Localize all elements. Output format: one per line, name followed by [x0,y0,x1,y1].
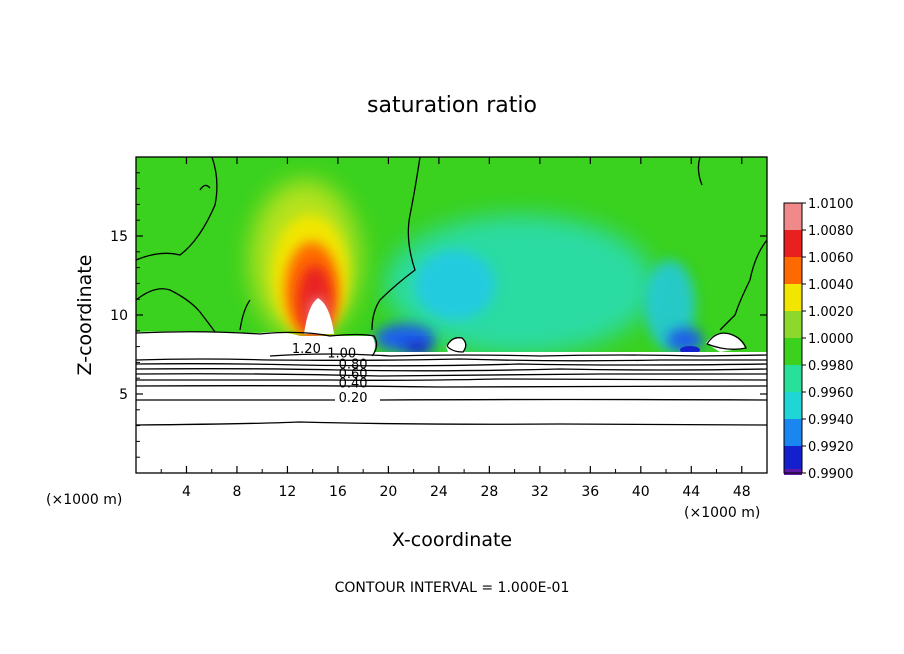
x-tick-label: 48 [733,484,751,500]
subsaturated-lower-layer [136,352,767,473]
dark-blue-region [404,342,432,354]
y-axis-ticks: 5 10 15 [110,172,767,458]
contour-line-0-90 [136,358,767,362]
y-axis-label: Z-coordinate [74,255,96,376]
colorbar-segment [784,230,802,257]
x-tick-label: 44 [682,484,700,500]
x-tick-label: 20 [379,484,397,500]
x-tick-label: 12 [279,484,297,500]
colorbar-segment [784,284,802,311]
contour-interval-note: CONTOUR INTERVAL = 1.000E-01 [335,580,570,596]
colorbar-segment [784,446,802,473]
contour-label: 0.20 [339,391,368,406]
contour-labels: 1.20 1.000.800.600.400.20 [292,342,368,406]
cloud-edge-contour [446,337,467,353]
colorbar: 1.0100 1.0080 1.0060 1.0040 1.0020 1.0000 0.99… [783,197,854,482]
colorbar-label: 1.0060 [808,251,854,266]
y-tick-label: 10 [110,308,128,324]
contour-line-0-10 [136,421,767,426]
contour-label: 1.00 [327,347,356,362]
contour-line-0-40 [136,385,767,388]
colorbar-segment [784,419,802,446]
colorbar-label: 1.0080 [808,224,854,239]
blue-region [667,328,703,352]
contour-label: 1.20 [292,342,321,357]
y-tick-label: 5 [119,387,128,403]
colorbar-segment [784,392,802,419]
x-tick-label: 8 [232,484,241,500]
x-tick-label: 24 [430,484,448,500]
x-tick-label: 28 [480,484,498,500]
contour-label: 0.40 [339,377,368,392]
contour-lines [136,157,767,426]
contour-line-0-60 [136,373,767,377]
saturation-isoline [199,184,211,191]
colorbar-label: 1.0100 [808,197,854,212]
supersaturated-core [304,298,334,334]
colorbar-label: 1.0000 [808,332,854,347]
x-unit-right: (×1000 m) [684,505,760,521]
x-axis-ticks: 4 8 12 16 20 24 28 32 36 40 44 48 [160,157,751,500]
light-blue-region [415,250,495,320]
saturation-isoline [719,239,767,331]
saturation-isoline [136,288,216,333]
x-tick-label: 36 [581,484,599,500]
x-tick-label: 40 [632,484,650,500]
colorbar-label: 0.9940 [808,413,854,428]
contour-line-0-70 [136,368,767,372]
saturation-isoline [239,299,251,331]
colorbar-segment [784,469,802,475]
plot-area: 1.20 1.000.800.600.400.20 [136,157,767,473]
cloud-edge-contour [706,332,747,350]
field-shading [136,180,767,473]
colorbar-segment [784,203,802,230]
light-blue-region [645,260,695,350]
contour-line-0-50 [136,378,767,381]
x-tick-label: 4 [182,484,191,500]
colorbar-label: 1.0020 [808,305,854,320]
cyan-region [385,215,655,355]
colorbar-label: 0.9960 [808,386,854,401]
contour-label: 0.60 [339,367,368,382]
contour-line-0-20 [136,398,767,401]
cloud-base-left [136,331,375,356]
colorbar-segment [784,257,802,284]
x-unit-left: (×1000 m) [46,492,122,508]
colorbar-label: 0.9980 [808,359,854,374]
chart-title: saturation ratio [367,93,537,118]
saturation-isoline [697,157,703,186]
contour-line-0-80 [136,363,767,367]
saturation-isoline [371,157,421,331]
y-tick-label: 15 [110,229,128,245]
colorbar-segment [784,311,802,338]
colorbar-segment [784,365,802,392]
colorbar-label: 0.9900 [808,467,854,482]
saturation-isoline [136,157,218,261]
x-tick-label: 32 [531,484,549,500]
cloud-edge-contour [136,331,378,357]
colorbar-label: 1.0040 [808,278,854,293]
x-tick-label: 16 [329,484,347,500]
contour-line-1-00 [269,353,767,357]
colorbar-label: 0.9920 [808,440,854,455]
x-axis-label: X-coordinate [392,529,512,551]
contour-label: 0.80 [339,358,368,373]
colorbar-segment [784,338,802,365]
